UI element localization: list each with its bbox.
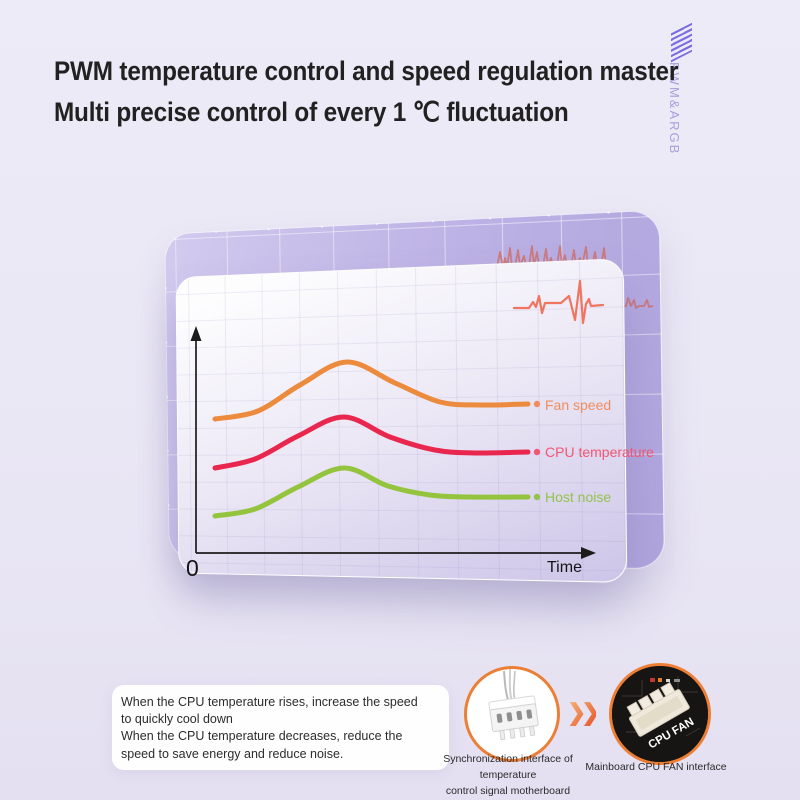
pwm-argb-watermark: PWM&ARGB bbox=[667, 62, 682, 156]
fan-connector-photo bbox=[464, 666, 560, 762]
cpu-fan-header-icon: CPU FAN bbox=[612, 666, 708, 762]
x-axis-time-label: Time bbox=[547, 559, 582, 576]
chart-card bbox=[175, 258, 628, 583]
legend-cpu-temperature: CPU temperature bbox=[545, 444, 654, 460]
x-axis-origin-label: 0 bbox=[186, 555, 199, 581]
description-line: When the CPU temperature rises, increase… bbox=[121, 695, 418, 709]
legend-fan-speed: Fan speed bbox=[545, 397, 612, 413]
description-line: When the CPU temperature decreases, redu… bbox=[121, 729, 403, 744]
caption-mainboard-interface: Mainboard CPU FAN interface bbox=[585, 761, 727, 773]
page-title-line2: Multi precise control of every 1 ℃ fluct… bbox=[54, 97, 569, 127]
page-title-line1: PWM temperature control and speed regula… bbox=[54, 56, 679, 86]
description-line: to quickly cool down bbox=[121, 712, 233, 727]
description-line: speed to save energy and reduce noise. bbox=[121, 746, 344, 761]
caption-line: Synchronization interface of temperature bbox=[443, 753, 573, 781]
double-chevron-icon: ❯❯ bbox=[567, 699, 600, 725]
cpu-fan-header-photo: CPU FAN bbox=[609, 663, 711, 765]
caption-line: control signal motherboard bbox=[445, 785, 571, 797]
caption-sync-interface: Synchronization interface of temperature… bbox=[416, 751, 600, 799]
legend-host-noise: Host noise bbox=[545, 489, 612, 505]
description-box: When the CPU temperature rises, increase… bbox=[112, 685, 449, 770]
four-pin-connector-icon bbox=[488, 669, 539, 741]
